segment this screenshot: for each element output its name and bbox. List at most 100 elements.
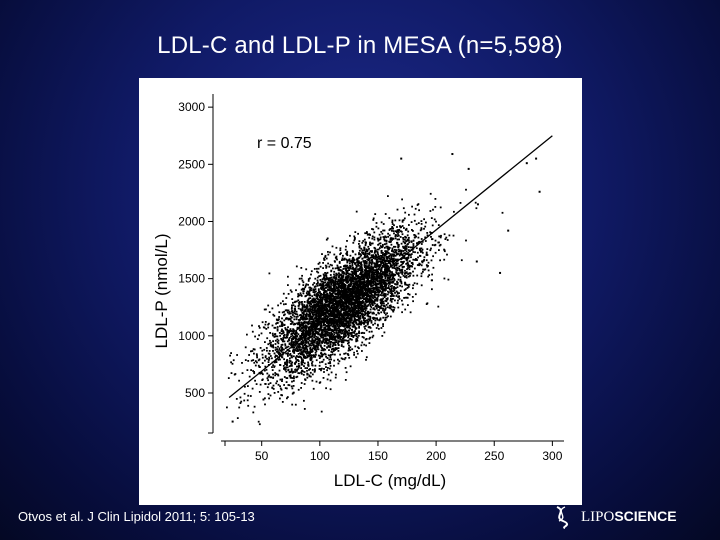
data-point bbox=[338, 285, 341, 288]
data-point bbox=[425, 259, 428, 262]
data-point bbox=[346, 304, 349, 307]
data-point bbox=[266, 377, 269, 380]
data-point bbox=[401, 233, 404, 236]
data-point bbox=[284, 387, 287, 389]
data-point bbox=[431, 244, 434, 246]
data-point bbox=[345, 304, 348, 306]
data-point bbox=[387, 285, 390, 287]
data-point bbox=[252, 370, 254, 372]
data-point bbox=[321, 297, 324, 300]
data-point bbox=[326, 292, 329, 295]
data-point bbox=[404, 308, 407, 311]
data-point bbox=[300, 387, 302, 389]
data-point bbox=[431, 279, 433, 282]
data-point bbox=[314, 356, 317, 358]
data-point bbox=[244, 359, 247, 361]
data-point bbox=[376, 280, 379, 282]
data-point bbox=[307, 330, 310, 332]
data-point bbox=[267, 375, 270, 378]
data-point bbox=[412, 274, 415, 277]
data-point bbox=[288, 338, 290, 341]
data-point bbox=[349, 313, 351, 316]
data-point bbox=[361, 350, 363, 352]
data-point bbox=[300, 288, 303, 291]
data-point bbox=[312, 291, 315, 293]
data-point bbox=[420, 272, 423, 275]
data-point bbox=[311, 301, 314, 304]
data-point bbox=[358, 269, 361, 271]
data-point bbox=[337, 337, 340, 340]
data-point bbox=[352, 323, 355, 326]
data-point bbox=[437, 241, 440, 244]
data-point bbox=[408, 241, 411, 244]
data-point bbox=[311, 369, 314, 371]
data-point bbox=[329, 317, 331, 320]
data-point bbox=[324, 274, 327, 276]
data-point bbox=[364, 327, 366, 330]
data-point bbox=[281, 378, 283, 381]
data-point bbox=[311, 315, 314, 318]
data-point bbox=[328, 336, 331, 339]
data-point bbox=[311, 309, 314, 312]
data-point bbox=[360, 293, 363, 296]
data-point bbox=[290, 377, 293, 379]
data-point bbox=[326, 369, 328, 372]
data-point bbox=[336, 291, 339, 294]
data-point bbox=[274, 326, 277, 329]
data-point bbox=[376, 293, 379, 296]
data-point bbox=[342, 268, 345, 270]
data-point bbox=[337, 283, 339, 285]
data-point bbox=[300, 356, 302, 359]
data-point bbox=[264, 323, 267, 326]
data-point bbox=[323, 259, 326, 261]
data-point bbox=[360, 247, 363, 250]
data-point bbox=[269, 332, 271, 334]
data-point bbox=[326, 346, 328, 349]
data-point bbox=[361, 297, 364, 299]
data-point bbox=[375, 225, 378, 228]
data-point bbox=[397, 296, 399, 298]
data-point bbox=[255, 383, 258, 385]
data-point bbox=[344, 352, 347, 355]
data-point bbox=[382, 294, 385, 296]
data-point bbox=[357, 317, 360, 320]
data-point bbox=[357, 288, 360, 290]
data-point bbox=[357, 263, 359, 266]
data-point bbox=[371, 261, 374, 264]
data-point bbox=[365, 255, 368, 258]
data-point bbox=[320, 341, 323, 343]
data-point bbox=[274, 335, 277, 338]
data-point bbox=[393, 306, 396, 309]
data-point bbox=[328, 332, 331, 334]
data-point bbox=[358, 321, 361, 324]
data-point bbox=[278, 332, 281, 334]
data-point bbox=[330, 323, 333, 326]
data-point bbox=[404, 269, 406, 272]
data-point bbox=[321, 305, 323, 307]
data-point bbox=[374, 283, 377, 285]
data-point bbox=[335, 316, 338, 319]
data-point bbox=[328, 282, 331, 284]
data-point bbox=[324, 329, 327, 331]
data-point bbox=[344, 248, 347, 251]
data-point bbox=[372, 219, 375, 221]
data-point bbox=[465, 239, 467, 242]
data-point bbox=[306, 376, 309, 379]
data-point bbox=[340, 313, 343, 315]
data-point bbox=[315, 353, 317, 356]
data-point bbox=[324, 284, 327, 287]
data-point bbox=[327, 321, 330, 323]
data-point bbox=[290, 339, 293, 342]
data-point bbox=[397, 274, 400, 277]
data-point bbox=[343, 352, 346, 355]
data-point bbox=[352, 272, 354, 274]
data-point bbox=[277, 342, 280, 345]
data-point bbox=[341, 257, 344, 260]
data-point bbox=[344, 310, 347, 312]
data-point bbox=[382, 253, 384, 256]
data-point bbox=[284, 343, 287, 346]
data-point bbox=[320, 355, 322, 358]
data-point bbox=[292, 355, 295, 358]
data-point bbox=[326, 342, 329, 345]
data-point bbox=[337, 292, 340, 295]
